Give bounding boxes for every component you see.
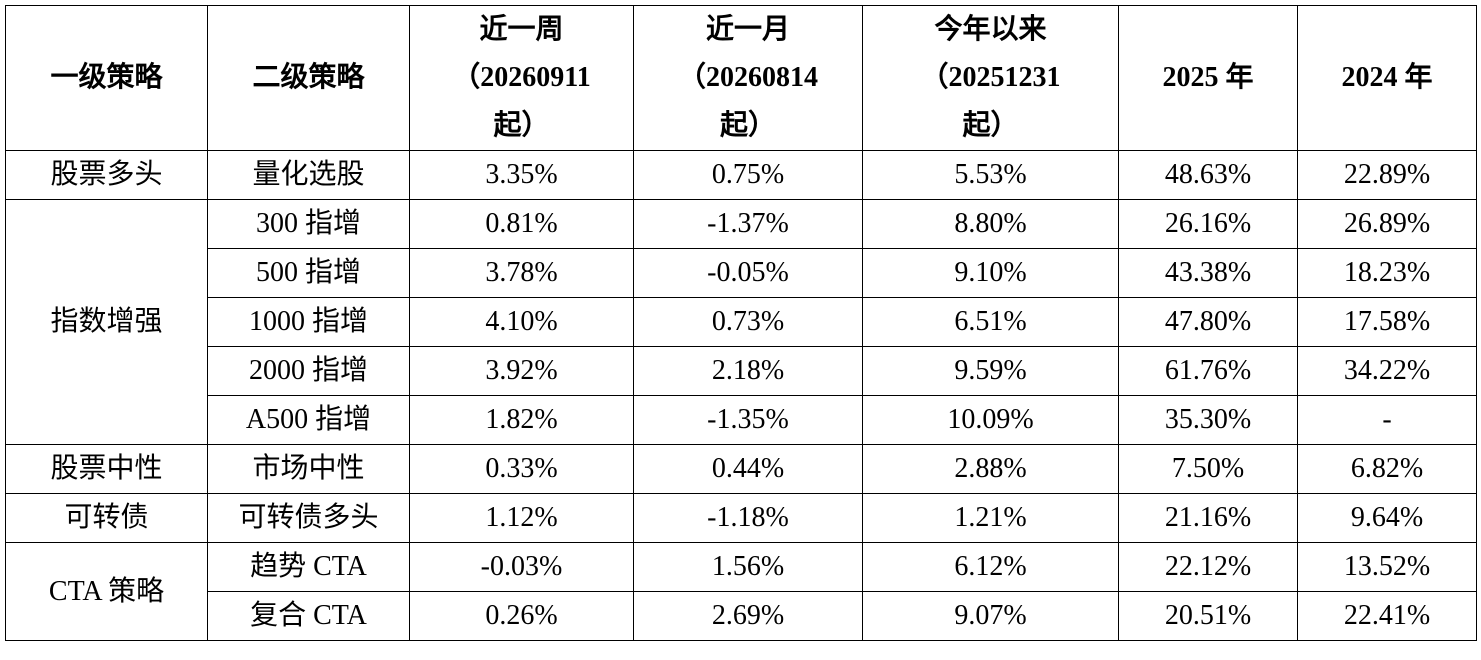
table-row: 股票多头 量化选股 3.35% 0.75% 5.53% 48.63% 22.89%	[5, 150, 1477, 200]
header-cell: 二级策略	[207, 5, 410, 151]
value-cell: 0.26%	[409, 591, 634, 641]
group-cell: 股票中性	[5, 444, 208, 494]
value-cell: 0.73%	[633, 297, 863, 347]
header-cell: 一级策略	[5, 5, 208, 151]
value-cell: 3.35%	[409, 150, 634, 200]
header-cell: 2024 年	[1297, 5, 1477, 151]
value-cell: 6.82%	[1297, 444, 1477, 494]
value-cell: 4.10%	[409, 297, 634, 347]
value-cell: 43.38%	[1118, 248, 1298, 298]
value-cell: 8.80%	[862, 199, 1119, 249]
value-cell: -	[1297, 395, 1477, 445]
value-cell: 61.76%	[1118, 346, 1298, 396]
sub-strategy-cell: 500 指增	[207, 248, 410, 298]
value-cell: 0.44%	[633, 444, 863, 494]
table-row: A500 指增 1.82% -1.35% 10.09% 35.30% -	[6, 395, 1477, 445]
value-cell: 2.88%	[862, 444, 1119, 494]
value-cell: -0.03%	[409, 542, 634, 592]
value-cell: 26.89%	[1297, 199, 1477, 249]
sub-strategy-cell: 复合 CTA	[207, 591, 410, 641]
value-cell: 34.22%	[1297, 346, 1477, 396]
value-cell: -1.18%	[633, 493, 863, 543]
value-cell: 20.51%	[1118, 591, 1298, 641]
value-cell: 22.12%	[1118, 542, 1298, 592]
header-cell: 2025 年	[1118, 5, 1298, 151]
table-row: 指数增强 300 指增 0.81% -1.37% 8.80% 26.16% 26.89%	[5, 199, 1477, 445]
value-cell: 9.07%	[862, 591, 1119, 641]
value-cell: 17.58%	[1297, 297, 1477, 347]
table-container: 一级策略 二级策略 近一周 （20260911 起） 近一月 （20260814 起）…	[5, 5, 1477, 641]
group-cell: 指数增强	[5, 199, 208, 445]
value-cell: -1.37%	[633, 199, 863, 249]
value-cell: 5.53%	[862, 150, 1119, 200]
table-row: 复合 CTA 0.26% 2.69% 9.07% 20.51% 22.41%	[6, 591, 1477, 641]
value-cell: 48.63%	[1118, 150, 1298, 200]
sub-strategy-cell: 趋势 CTA	[207, 542, 410, 592]
value-cell: 1.82%	[409, 395, 634, 445]
header-cell: 近一周 （20260911 起）	[409, 5, 634, 151]
value-cell: 22.41%	[1297, 591, 1477, 641]
value-cell: -1.35%	[633, 395, 863, 445]
table-row: 1000 指增 4.10% 0.73% 6.51% 47.80% 17.58%	[6, 297, 1477, 347]
table-row: CTA 策略 趋势 CTA -0.03% 1.56% 6.12% 22.12% 13.52%	[5, 542, 1477, 641]
value-cell: 7.50%	[1118, 444, 1298, 494]
value-cell: 2.18%	[633, 346, 863, 396]
sub-strategy-cell: 市场中性	[207, 444, 410, 494]
header-cell: 今年以来 （20251231 起）	[862, 5, 1119, 151]
value-cell: 9.64%	[1297, 493, 1477, 543]
value-cell: 2.69%	[633, 591, 863, 641]
value-cell: 9.10%	[862, 248, 1119, 298]
table-row: 可转债 可转债多头 1.12% -1.18% 1.21% 21.16% 9.64%	[5, 493, 1477, 543]
sub-strategy-cell: 可转债多头	[207, 493, 410, 543]
value-cell: 6.12%	[862, 542, 1119, 592]
value-cell: 0.81%	[409, 199, 634, 249]
value-cell: 35.30%	[1118, 395, 1298, 445]
value-cell: 26.16%	[1118, 199, 1298, 249]
sub-strategy-cell: 2000 指增	[207, 346, 410, 396]
value-cell: 47.80%	[1118, 297, 1298, 347]
sub-strategy-cell: 300 指增	[207, 199, 410, 249]
value-cell: 0.33%	[409, 444, 634, 494]
value-cell: 13.52%	[1297, 542, 1477, 592]
value-cell: 6.51%	[862, 297, 1119, 347]
value-cell: 10.09%	[862, 395, 1119, 445]
value-cell: 18.23%	[1297, 248, 1477, 298]
value-cell: 1.12%	[409, 493, 634, 543]
group-cell: 可转债	[5, 493, 208, 543]
sub-strategy-cell: 1000 指增	[207, 297, 410, 347]
table-body: 股票多头 量化选股 3.35% 0.75% 5.53% 48.63% 22.89% 指数增强 3…	[5, 150, 1477, 641]
table-row: 股票中性 市场中性 0.33% 0.44% 2.88% 7.50% 6.82%	[5, 444, 1477, 494]
value-cell: 1.21%	[862, 493, 1119, 543]
value-cell: 3.78%	[409, 248, 634, 298]
value-cell: 0.75%	[633, 150, 863, 200]
value-cell: -0.05%	[633, 248, 863, 298]
header-row: 一级策略 二级策略 近一周 （20260911 起） 近一月 （20260814 起）…	[5, 5, 1477, 151]
performance-table: 一级策略 二级策略 近一周 （20260911 起） 近一月 （20260814 起）…	[5, 5, 1477, 641]
value-cell: 3.92%	[409, 346, 634, 396]
value-cell: 1.56%	[633, 542, 863, 592]
group-cell: 股票多头	[5, 150, 208, 200]
sub-strategy-cell: 量化选股	[207, 150, 410, 200]
sub-strategy-cell: A500 指增	[207, 395, 410, 445]
header-cell: 近一月 （20260814 起）	[633, 5, 863, 151]
table-row: 2000 指增 3.92% 2.18% 9.59% 61.76% 34.22%	[6, 346, 1477, 396]
value-cell: 9.59%	[862, 346, 1119, 396]
value-cell: 22.89%	[1297, 150, 1477, 200]
group-cell: CTA 策略	[5, 542, 208, 641]
table-row: 500 指增 3.78% -0.05% 9.10% 43.38% 18.23%	[6, 248, 1477, 298]
value-cell: 21.16%	[1118, 493, 1298, 543]
